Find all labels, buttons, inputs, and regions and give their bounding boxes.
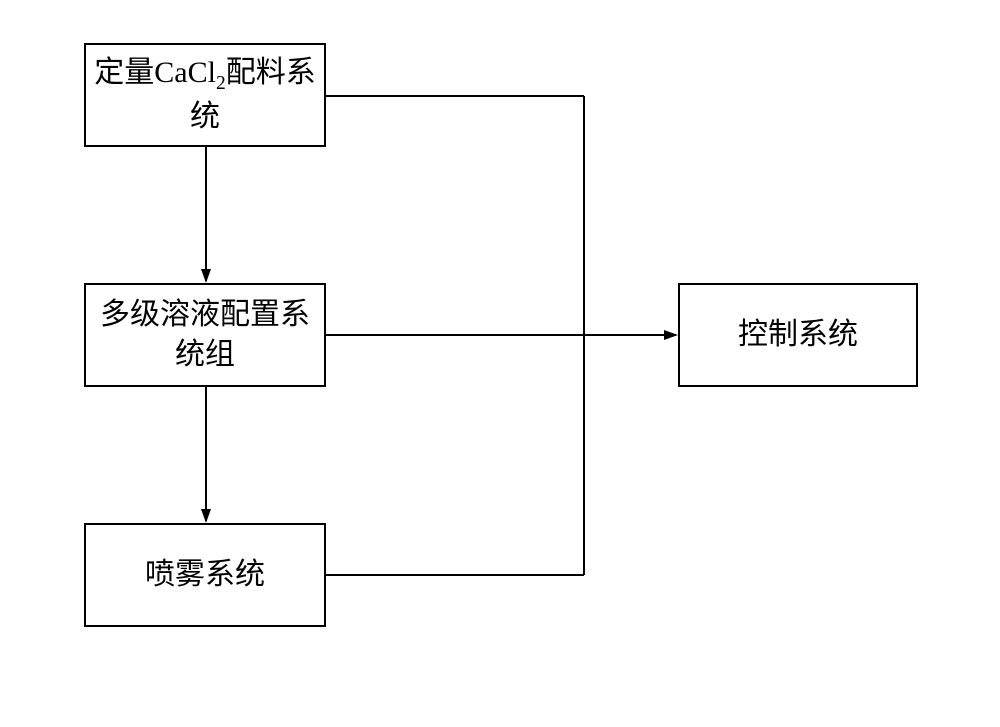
node-label: 控制系统 [738, 315, 858, 356]
node-spray-system: 喷雾系统 [84, 523, 326, 627]
node-control-system: 控制系统 [678, 283, 918, 387]
node-cacl2-dosing: 定量CaCl2配料系统 [84, 43, 326, 147]
node-solution-config: 多级溶液配置系统组 [84, 283, 326, 387]
node-label: 喷雾系统 [145, 555, 265, 596]
node-label: 定量CaCl2配料系统 [92, 53, 318, 138]
node-label: 多级溶液配置系统组 [92, 295, 318, 376]
